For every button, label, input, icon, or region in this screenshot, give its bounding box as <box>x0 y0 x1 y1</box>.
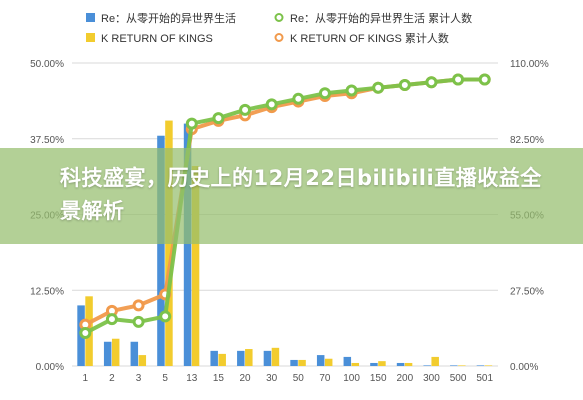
bar <box>237 350 245 366</box>
y-left-tick-label: 37.50% <box>30 135 64 146</box>
line-point <box>452 73 465 86</box>
bar <box>351 362 360 366</box>
line-point <box>132 299 145 312</box>
y-right-tick-label: 110.00% <box>510 59 549 70</box>
legend-label: K RETURN OF KINGS <box>101 33 213 45</box>
x-tick-label: 1 <box>83 373 89 384</box>
line-point <box>478 73 491 86</box>
bar <box>404 362 413 366</box>
bar <box>130 341 139 366</box>
line-point <box>265 98 278 111</box>
line-point <box>372 81 385 94</box>
x-tick-label: 50 <box>293 373 305 384</box>
bar <box>458 365 466 366</box>
x-tick-label: 13 <box>186 373 198 384</box>
bar <box>423 365 431 366</box>
legend-label: Re：从零开始的异世界生活 <box>101 11 236 25</box>
bar <box>476 365 485 366</box>
title-banner: 科技盛宴，历史上的12月22日bilibili直播收益全景解析 <box>0 148 583 244</box>
bar <box>316 355 325 366</box>
line-point <box>105 313 118 326</box>
y-right-tick-label: 0.00% <box>510 362 538 373</box>
bar <box>396 362 405 366</box>
legend-marker <box>274 13 284 22</box>
line-point <box>132 315 145 328</box>
bar <box>431 356 439 366</box>
x-tick-label: 15 <box>213 373 225 384</box>
line-point <box>398 79 411 92</box>
line-point <box>159 310 172 323</box>
bar <box>218 353 226 366</box>
bar <box>324 358 333 366</box>
bar <box>298 359 306 366</box>
legend-swatch <box>86 13 95 22</box>
bar <box>263 350 272 366</box>
legend-marker <box>274 33 284 42</box>
x-tick-label: 100 <box>343 373 360 384</box>
y-right-tick-label: 27.50% <box>510 286 544 297</box>
line-point <box>318 87 331 100</box>
bar <box>343 356 352 366</box>
x-tick-label: 20 <box>240 373 252 384</box>
bar <box>157 135 165 366</box>
line-point <box>212 112 225 125</box>
legend-label: K RETURN OF KINGS 累计人数 <box>290 32 449 45</box>
bar <box>191 166 200 366</box>
bar <box>210 350 218 366</box>
y-left-tick-label: 12.50% <box>30 286 64 297</box>
y-left-tick-label: 50.00% <box>30 59 64 70</box>
bar <box>183 123 192 366</box>
bar <box>138 355 147 366</box>
bar <box>484 365 493 366</box>
x-tick-label: 3 <box>136 373 142 384</box>
bar <box>450 365 458 366</box>
x-tick-label: 2 <box>109 373 115 384</box>
bar <box>290 359 298 366</box>
bar <box>271 347 280 366</box>
line-point <box>239 103 252 116</box>
legend-label: Re：从零开始的异世界生活 累计人数 <box>290 11 472 25</box>
bar <box>370 362 378 366</box>
bar <box>103 341 112 366</box>
line-point <box>79 326 92 339</box>
x-tick-label: 300 <box>423 373 440 384</box>
legend-swatch <box>86 33 95 42</box>
y-left-tick-label: 0.00% <box>36 362 64 373</box>
line-point <box>185 117 198 130</box>
banner-title: 科技盛宴，历史上的12月22日bilibili直播收益全景解析 <box>60 166 542 223</box>
x-tick-label: 500 <box>450 373 467 384</box>
x-tick-label: 5 <box>162 373 168 384</box>
x-tick-label: 200 <box>396 373 413 384</box>
x-tick-label: 70 <box>319 373 331 384</box>
x-tick-label: 150 <box>370 373 387 384</box>
line-point <box>345 84 358 97</box>
line-point <box>292 92 305 105</box>
y-right-tick-label: 82.50% <box>510 135 544 146</box>
bar <box>378 361 386 366</box>
line-point <box>425 76 438 89</box>
x-tick-label: 30 <box>266 373 278 384</box>
bar <box>111 338 120 366</box>
series-line <box>84 77 485 335</box>
bar <box>245 349 253 366</box>
x-tick-label: 501 <box>476 373 493 384</box>
